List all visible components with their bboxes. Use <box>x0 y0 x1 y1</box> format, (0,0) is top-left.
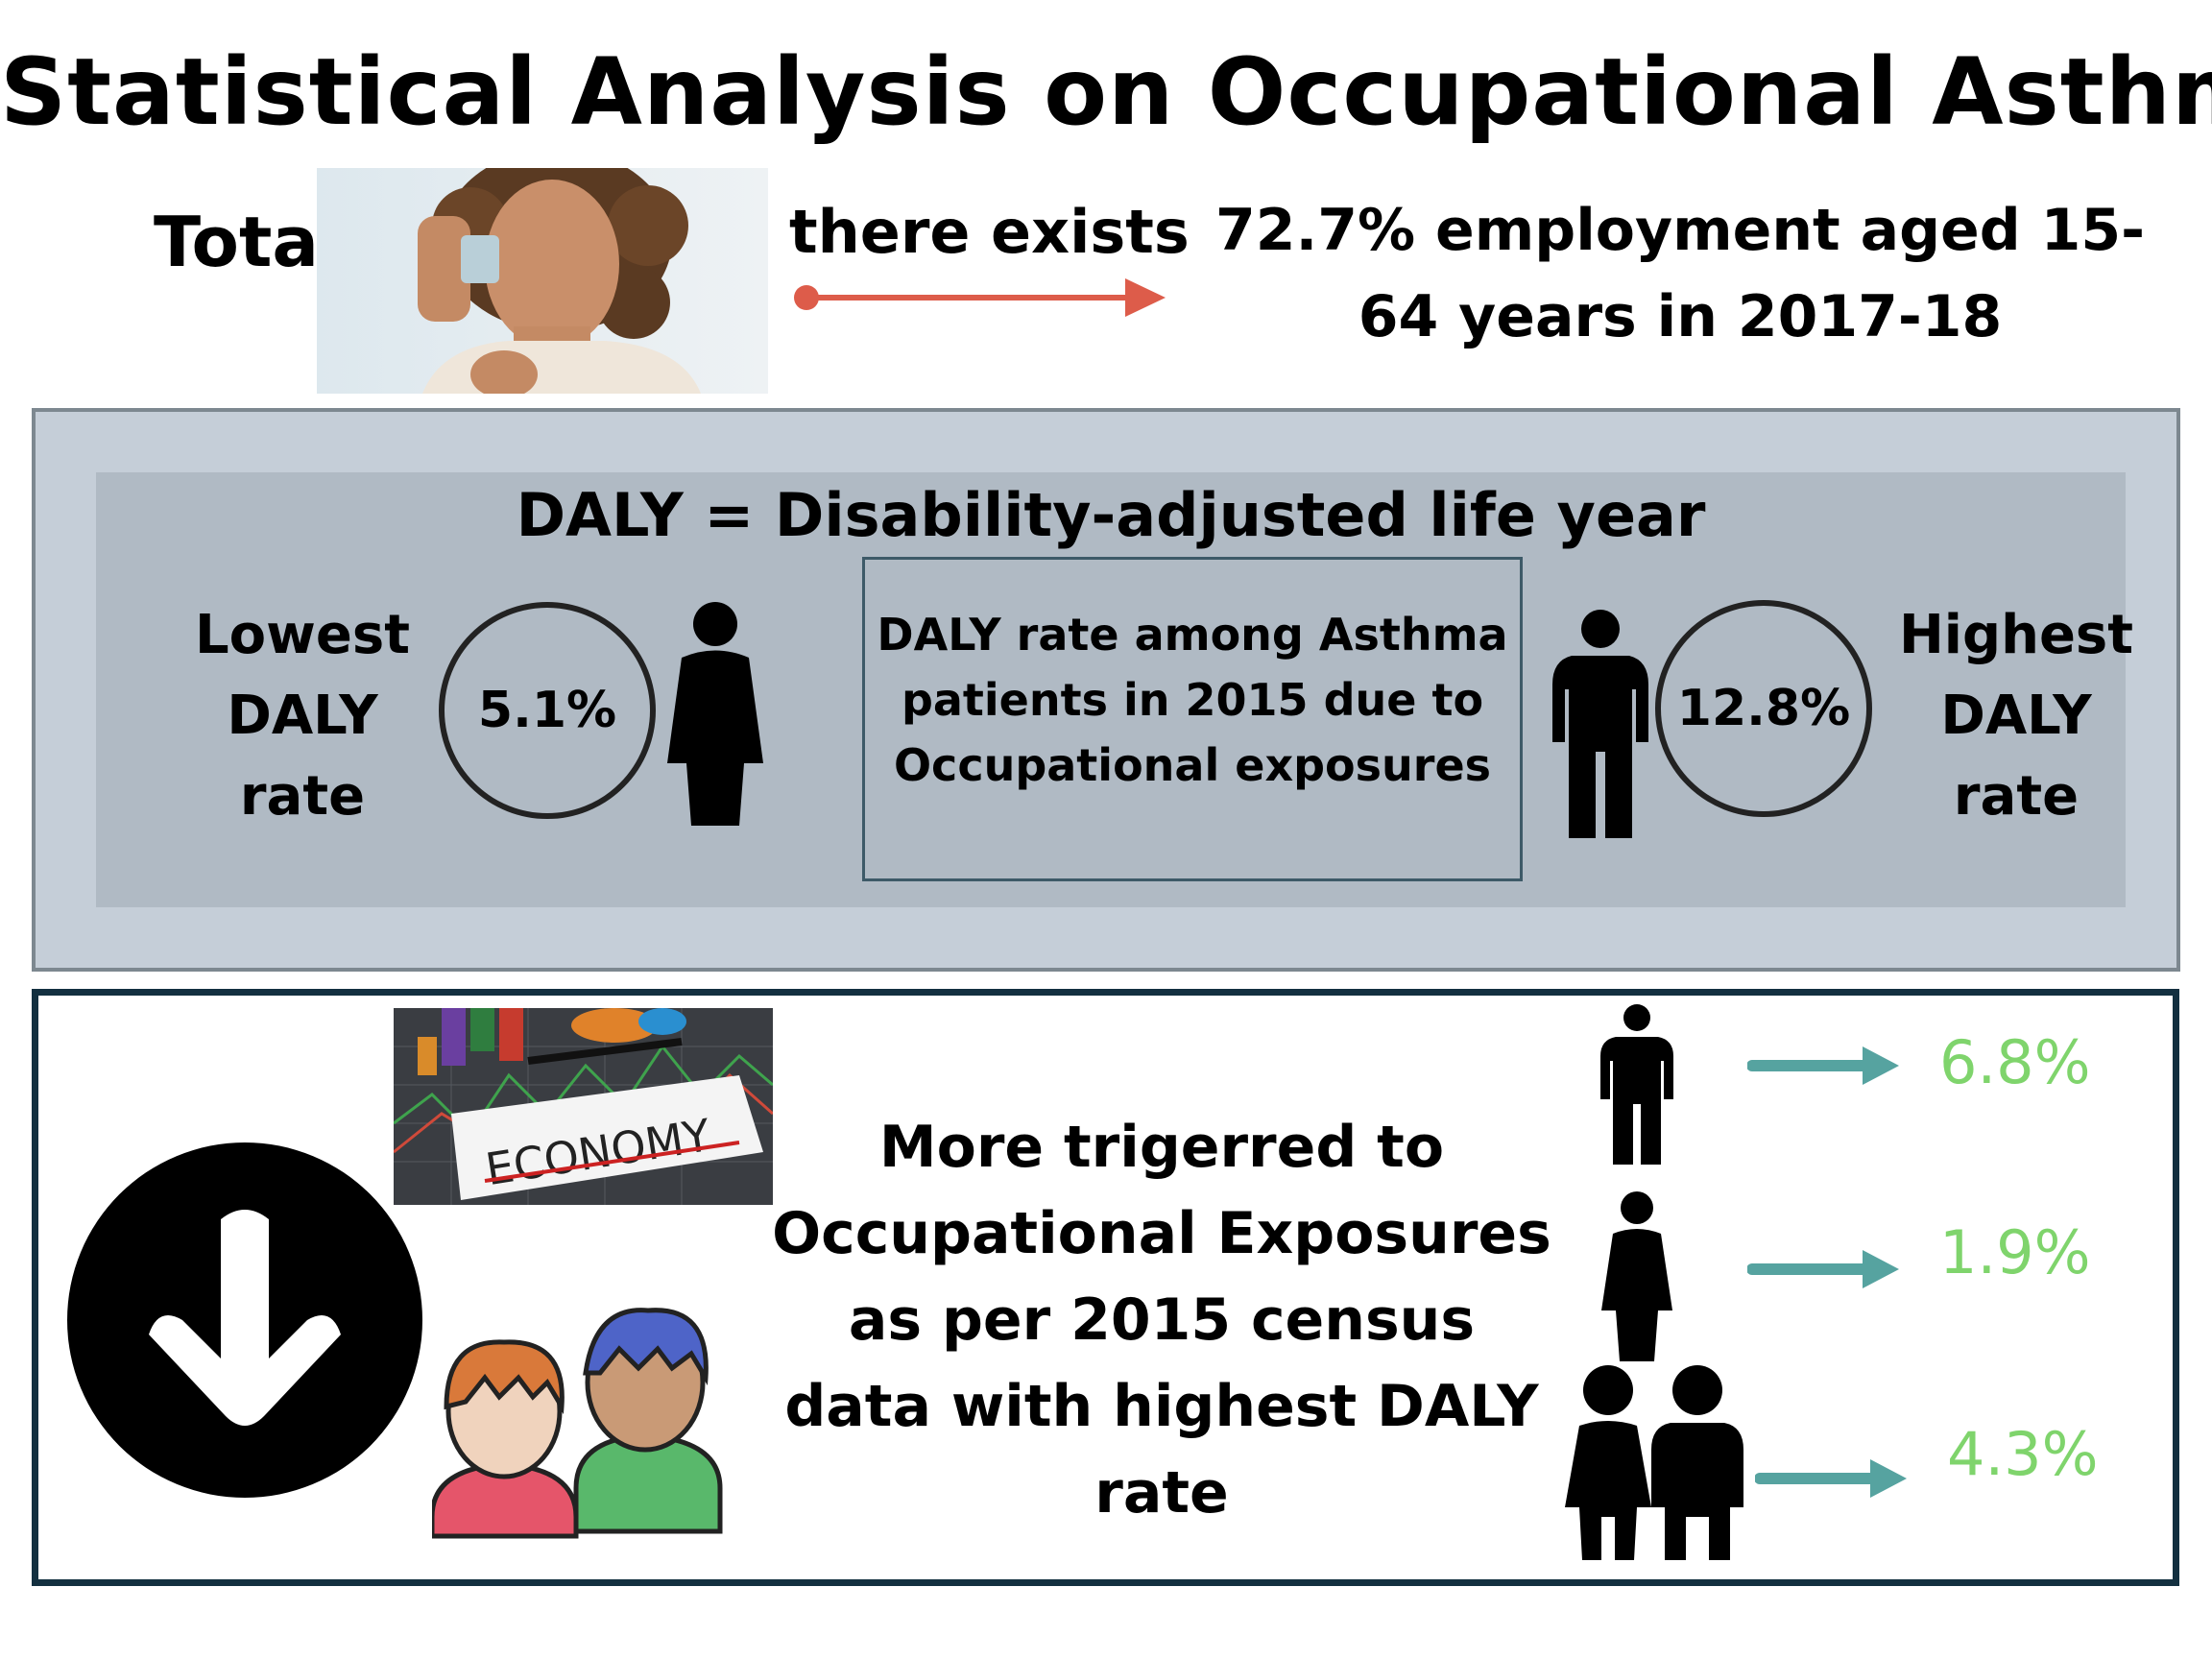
there-exists-label: there exists <box>789 197 1190 267</box>
economy-image: ECONOMY <box>393 1008 774 1205</box>
woman-inhaler-photo <box>317 168 768 394</box>
exposure-text: More trigerred to Occupational Exposures… <box>772 1114 1551 1527</box>
highest-daly-value-text: 12.8% <box>1676 680 1851 737</box>
teal-arrow <box>1747 1250 1899 1288</box>
male-female-icon <box>1565 1365 1743 1560</box>
teal-arrow <box>1755 1459 1907 1498</box>
lowest-daly-label: Lowest DALY rate <box>195 604 410 828</box>
female-icon <box>667 602 763 826</box>
lowest-daly-value: 5.1% <box>439 602 656 819</box>
both-percent: 4.3% <box>1947 1419 2099 1489</box>
highest-daly-value: 12.8% <box>1655 600 1872 817</box>
male-icon-small <box>1600 1004 1673 1165</box>
male-icon <box>1552 610 1648 838</box>
daly-description-box: DALY rate among Asthma patients in 2015 … <box>862 557 1523 881</box>
teal-arrow <box>1747 1046 1899 1085</box>
lowest-daly-value-text: 5.1% <box>477 682 617 739</box>
employment-stat: 72.7% employment aged 15-64 years in 201… <box>1215 197 2145 350</box>
female-percent: 1.9% <box>1939 1217 2091 1287</box>
total-label: Total <box>154 202 343 282</box>
daly-heading: DALY = Disability-adjusted life year <box>516 480 1706 550</box>
female-icon-small <box>1601 1191 1672 1361</box>
page-title: Statistical Analysis on Occupational Ast… <box>0 38 2212 146</box>
down-arrow-icon <box>67 1142 422 1498</box>
male-percent: 6.8% <box>1939 1027 2091 1097</box>
exposure-panel <box>32 989 2179 1586</box>
orange-arrow <box>794 278 1166 317</box>
highest-daly-label: Highest DALY rate <box>1898 604 2134 828</box>
people-icon <box>429 1296 739 1541</box>
